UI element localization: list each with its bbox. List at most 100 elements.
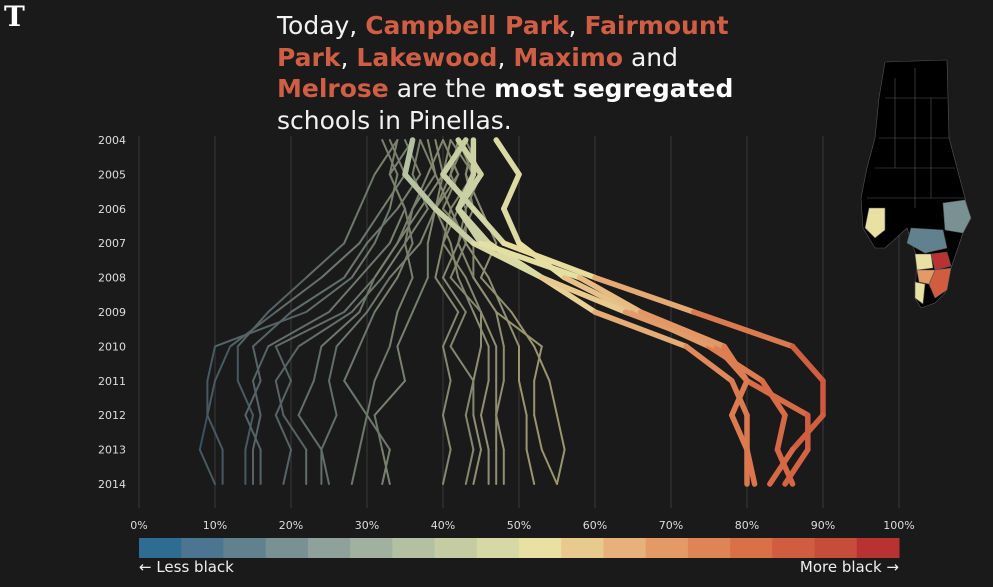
line-segment	[455, 171, 477, 212]
county-shape	[860, 59, 971, 309]
color-swatch	[561, 538, 604, 558]
line-segment	[373, 276, 399, 313]
line-segment	[442, 448, 452, 485]
line-segment	[381, 139, 399, 176]
line-segment	[495, 311, 505, 348]
color-swatch	[350, 538, 393, 558]
y-tick-label: 2006	[98, 203, 126, 216]
line-segment	[366, 276, 391, 313]
line-segment	[206, 345, 216, 382]
highlighted-school-line[interactable]	[455, 137, 750, 487]
line-segment	[464, 379, 475, 417]
line-segment	[533, 414, 543, 451]
line-segment	[411, 139, 422, 176]
school-zone-shape	[914, 281, 926, 305]
school-line[interactable]	[198, 139, 399, 485]
line-segment	[236, 311, 270, 348]
line-segment	[381, 173, 406, 210]
school-line[interactable]	[343, 139, 414, 485]
line-segment	[556, 414, 566, 451]
line-segment	[252, 379, 262, 417]
line-segment	[442, 173, 460, 210]
school-zone-shape	[914, 253, 934, 271]
line-segment	[343, 207, 361, 245]
x-tick-label: 90%	[811, 519, 835, 532]
color-swatch	[181, 538, 224, 558]
line-segment	[282, 448, 292, 485]
y-tick-label: 2008	[98, 272, 126, 285]
line-segment	[426, 207, 437, 245]
color-swatch	[814, 538, 858, 558]
color-swatch	[307, 538, 351, 558]
line-segment	[449, 139, 475, 176]
school-name-campbell-park: Campbell Park	[365, 11, 569, 40]
line-segment	[381, 242, 406, 279]
school-zone-shape	[906, 227, 948, 254]
school-line[interactable]	[274, 139, 437, 485]
line-segment	[396, 345, 406, 382]
y-axis-year-labels: 2004 2005 2006 2007 2008 2009 2010 2011 2012 2013…	[98, 134, 126, 491]
school-line[interactable]	[244, 139, 422, 485]
headline-emphasis: most segregated	[494, 74, 734, 103]
line-segment	[274, 345, 292, 382]
line-segment	[493, 137, 522, 178]
school-line[interactable]	[252, 139, 414, 485]
line-segment	[457, 242, 475, 279]
school-name-lakewood: Lakewood	[356, 42, 498, 72]
color-swatch	[265, 538, 309, 558]
line-segment	[388, 173, 406, 210]
y-tick-label: 2007	[98, 237, 126, 250]
color-swatch	[730, 538, 773, 558]
line-segment	[434, 139, 444, 176]
headline-comma: ,	[340, 42, 357, 72]
line-segment	[198, 448, 216, 485]
line-segment	[442, 242, 460, 279]
line-segment	[252, 345, 270, 382]
school-line[interactable]	[206, 139, 406, 485]
line-segment	[358, 414, 368, 451]
line-segment	[767, 446, 796, 487]
line-segment	[214, 345, 232, 382]
line-segment	[442, 414, 452, 451]
school-line[interactable]	[236, 139, 399, 485]
line-segment	[774, 412, 788, 453]
line-segment	[442, 345, 452, 382]
highlighted-school-line[interactable]	[440, 137, 826, 487]
line-segment	[366, 379, 376, 417]
x-tick-label: 70%	[659, 519, 683, 532]
highlighted-school-line[interactable]	[402, 137, 811, 487]
line-segment	[320, 311, 361, 348]
headline-prefix: Today,	[277, 11, 366, 40]
newspaper-logo-icon[interactable]: T	[4, 0, 25, 33]
line-segment	[472, 345, 482, 382]
highlighted-school-line[interactable]	[455, 137, 758, 487]
y-tick-label: 2010	[98, 340, 126, 353]
y-tick-label: 2005	[98, 168, 126, 181]
x-tick-label: 50%	[507, 519, 531, 532]
line-segment	[274, 414, 292, 451]
line-segment	[402, 171, 439, 212]
line-segment	[358, 311, 376, 348]
school-line[interactable]	[426, 139, 536, 485]
line-segment	[312, 345, 323, 382]
color-swatch	[856, 538, 900, 558]
line-segment	[328, 379, 338, 417]
headline-and: and	[623, 42, 679, 72]
school-line[interactable]	[442, 139, 498, 485]
line-segment	[434, 173, 460, 210]
school-zone-shape	[942, 199, 972, 234]
school-line[interactable]	[366, 139, 429, 485]
x-tick-label: 40%	[431, 519, 455, 532]
x-tick-label: 20%	[279, 519, 303, 532]
line-segment	[434, 276, 460, 313]
line-segment	[388, 311, 399, 348]
school-line[interactable]	[373, 139, 460, 485]
line-segment	[252, 345, 262, 382]
line-segment	[442, 311, 460, 348]
legend-less-black-label: ← Less black	[139, 558, 234, 576]
line-segment	[373, 345, 391, 382]
line-segment	[396, 173, 422, 210]
line-segment	[789, 343, 826, 384]
line-segment	[729, 378, 750, 418]
school-line[interactable]	[449, 139, 482, 485]
